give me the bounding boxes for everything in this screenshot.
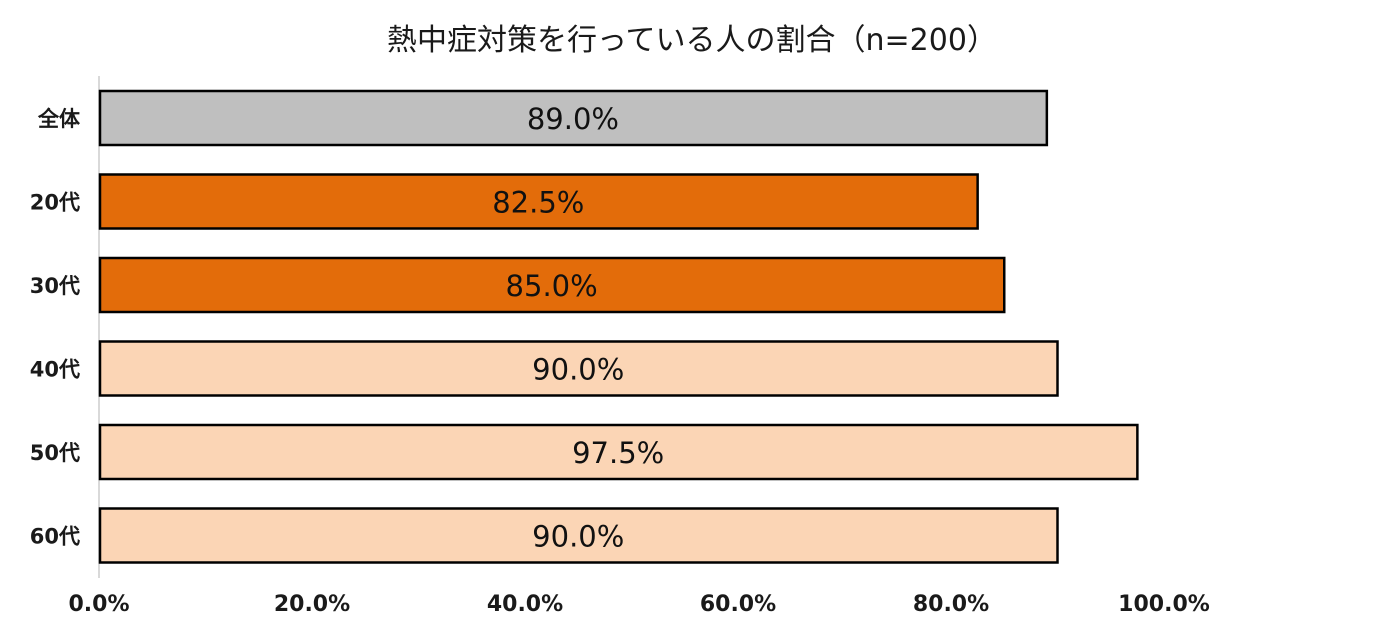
category-label: 30代 xyxy=(30,274,80,298)
x-tick-label: 40.0% xyxy=(487,592,563,617)
category-label: 40代 xyxy=(30,358,80,382)
category-label: 50代 xyxy=(30,441,80,465)
x-tick-label: 60.0% xyxy=(700,592,776,617)
bar xyxy=(98,173,979,230)
bar xyxy=(98,89,1049,147)
bar xyxy=(98,423,1139,481)
bar-value-label: 90.0% xyxy=(532,353,624,387)
bar-value-label: 90.0% xyxy=(532,520,624,554)
category-label: 全体 xyxy=(37,107,81,131)
bar-value-label: 97.5% xyxy=(572,436,664,470)
x-tick-label: 100.0% xyxy=(1118,592,1210,617)
x-tick-label: 80.0% xyxy=(913,592,989,617)
bars-group: 全体 89.0% 20代 82.5% 30代 85.0% 40代 90.0% 50代 97.5% 6… xyxy=(30,89,1139,564)
bar-value-label: 85.0% xyxy=(506,269,598,303)
bar xyxy=(98,256,1006,314)
chart-title: 熱中症対策を行っている人の割合（n=200） xyxy=(387,23,997,58)
x-axis-ticks: 0.0% 20.0% 40.0% 60.0% 80.0% 100.0% xyxy=(68,592,1209,617)
x-tick-label: 0.0% xyxy=(68,592,129,617)
bar xyxy=(98,507,1059,564)
bar xyxy=(98,340,1059,397)
category-label: 20代 xyxy=(30,191,80,215)
category-label: 60代 xyxy=(30,525,80,549)
bar-value-label: 89.0% xyxy=(527,102,619,136)
bar-value-label: 82.5% xyxy=(492,186,584,220)
x-tick-label: 20.0% xyxy=(274,592,350,617)
